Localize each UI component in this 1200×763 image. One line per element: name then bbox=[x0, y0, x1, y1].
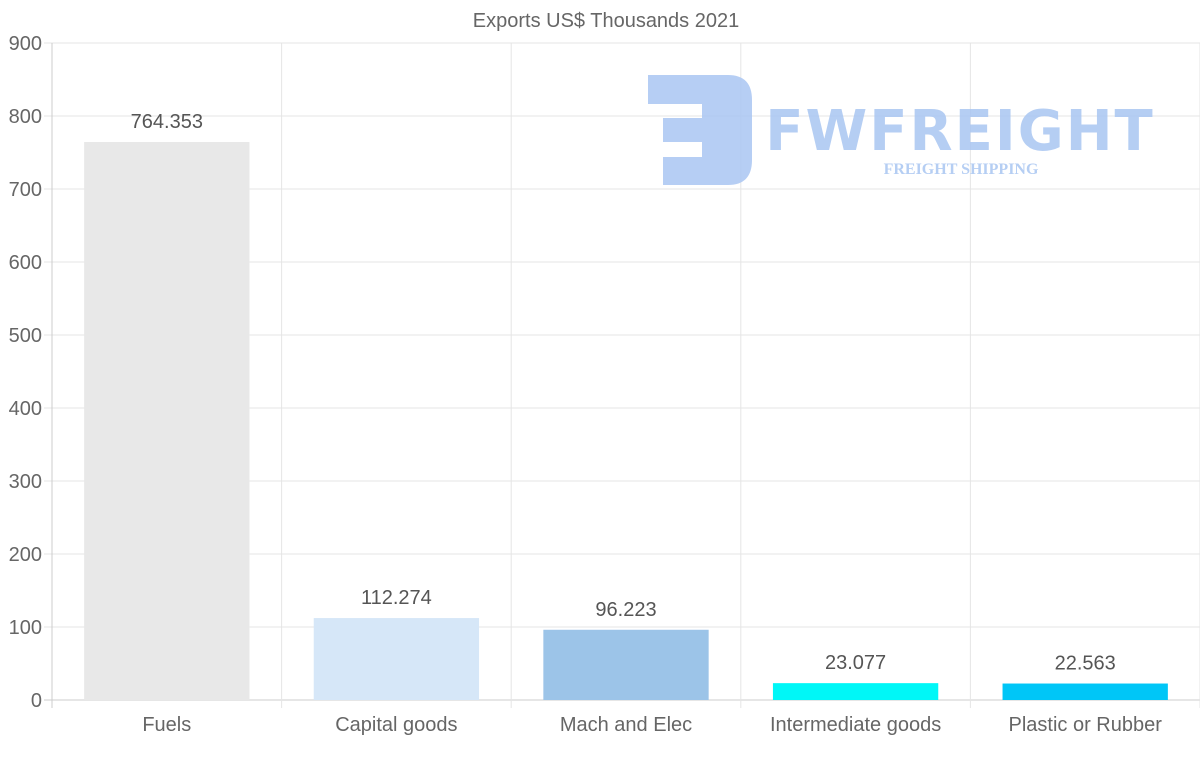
data-label: 23.077 bbox=[825, 652, 886, 674]
bar-capital-goods bbox=[313, 618, 480, 700]
bar-intermediate-goods bbox=[772, 683, 939, 700]
y-tick-label: 600 bbox=[9, 252, 42, 274]
x-axis-ticks: Fuels Capital goods Mach and Elec Intermedi… bbox=[142, 714, 1162, 736]
data-label: 764.353 bbox=[131, 111, 203, 133]
chart-title: Exports US$ Thousands 2021 bbox=[473, 10, 739, 32]
data-label: 22.563 bbox=[1055, 653, 1116, 675]
fwfreight-logo-watermark: FWFREIGHT FREIGHT SHIPPING bbox=[648, 75, 1155, 185]
data-label: 112.274 bbox=[361, 587, 432, 609]
bar-fuels bbox=[84, 142, 250, 700]
bar-mach-and-elec bbox=[543, 629, 709, 700]
y-tick-label: 100 bbox=[9, 617, 42, 639]
x-tick-label: Intermediate goods bbox=[770, 714, 941, 736]
bars bbox=[84, 142, 1168, 700]
x-tick-label: Fuels bbox=[142, 714, 191, 736]
y-tick-label: 500 bbox=[9, 325, 42, 347]
x-tick-label: Plastic or Rubber bbox=[1008, 714, 1162, 736]
y-tick-label: 0 bbox=[31, 690, 42, 712]
y-axis-ticks: 0 100 200 300 400 500 600 700 800 900 bbox=[9, 33, 42, 712]
x-tick-label: Mach and Elec bbox=[560, 714, 692, 736]
bar-plastic-or-rubber bbox=[1002, 683, 1168, 700]
watermark-tagline: FREIGHT SHIPPING bbox=[884, 161, 1039, 178]
y-tick-label: 800 bbox=[9, 106, 42, 128]
x-tick-label: Capital goods bbox=[335, 714, 457, 736]
data-label: 96.223 bbox=[595, 599, 656, 621]
y-tick-label: 900 bbox=[9, 33, 42, 55]
y-tick-label: 700 bbox=[9, 179, 42, 201]
y-tick-label: 200 bbox=[9, 544, 42, 566]
watermark-brand: FWFREIGHT bbox=[765, 99, 1155, 164]
y-tick-label: 300 bbox=[9, 471, 42, 493]
y-tick-label: 400 bbox=[9, 398, 42, 420]
data-labels: 764.353 112.274 96.223 23.077 22.563 bbox=[131, 111, 1116, 675]
